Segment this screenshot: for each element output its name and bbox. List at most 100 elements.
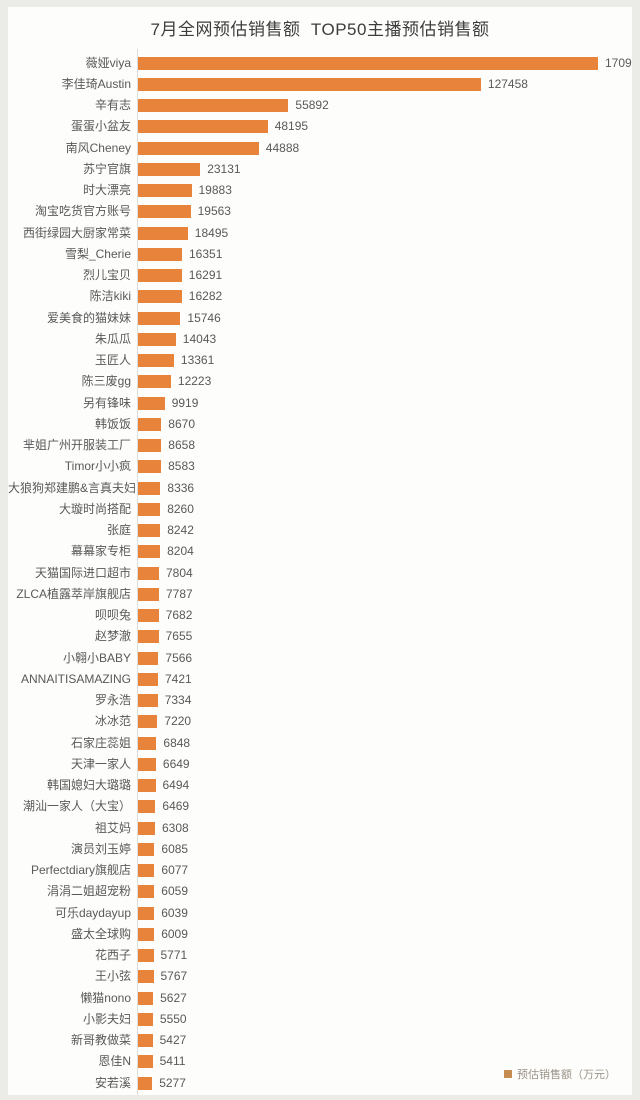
chart-card: 7月全网预估销售额 TOP50主播预估销售额 薇娅viya 170972 李佳琦Au… [8,7,632,1095]
sales-bar [138,1076,153,1090]
chart-row: 大狼狗郑建鹏&言真夫妇 8336 [8,478,632,499]
sales-bar [138,1055,153,1069]
streamer-label: 天津一家人 [70,756,131,771]
streamer-label: 小翱小BABY [62,650,131,665]
chart-row: 陈三废gg 12223 [8,371,632,392]
streamer-label: 演员刘玉婷 [70,841,131,856]
streamer-label: ZLCA植露萃岸旗舰店 [16,586,131,601]
sales-bar [138,566,159,580]
sales-value: 7566 [165,650,193,665]
sales-bar [138,906,155,920]
streamer-label: 王小弦 [94,969,131,984]
chart-row: 天猫国际进口超市 7804 [8,563,632,584]
sales-bar [138,609,159,623]
sales-value: 12223 [177,374,212,389]
streamer-label: 祖艾妈 [94,820,131,835]
streamer-label: 薇娅viya [85,55,131,70]
chart-row: Perfectdiary旗舰店 6077 [8,860,632,881]
chart-row: 淘宝吃货官方账号 19563 [8,201,632,222]
sales-bar [138,205,191,219]
sales-value: 8336 [167,480,195,495]
sales-value: 6039 [161,905,188,920]
sales-value: 6494 [162,778,190,793]
streamer-label: 张庭 [106,523,131,538]
sales-value: 127458 [487,76,528,91]
streamer-label: 辛有志 [94,98,131,113]
streamer-label: 赵梦澈 [94,629,131,644]
streamer-label: 新哥教做菜 [70,1033,131,1048]
sales-value: 6848 [163,735,191,750]
chart-legend: 预估销售额（万元） [504,1066,616,1082]
sales-value: 170972 [605,55,632,70]
category-axis-line [137,49,138,1095]
sales-bar [138,715,158,729]
streamer-label: 小影夫妇 [82,1011,131,1026]
sales-bar [138,524,161,538]
chart-row: 潮汕一家人（大宝） 6469 [8,796,632,817]
sales-bar [138,864,155,878]
streamer-label: 石家庄蕊姐 [70,735,131,750]
chart-title: 7月全网预估销售额 TOP50主播预估销售额 [150,20,490,39]
sales-bar [138,587,159,601]
streamer-label: 西街绿园大厨家常菜 [22,225,131,240]
chart-row: 陈洁kiki 16282 [8,286,632,307]
chart-row: ZLCA植露萃岸旗舰店 7787 [8,584,632,605]
streamer-label: Timor小小疯 [64,459,131,474]
sales-bar [138,949,154,963]
sales-bar [138,502,161,516]
sales-bar [138,332,176,346]
sales-bar [138,439,162,453]
streamer-label: 涓涓二姐超宠粉 [46,884,131,899]
streamer-label: 雪梨_Cherie [64,246,131,261]
sales-bar [138,800,156,814]
streamer-label: 另有锋味 [82,395,131,410]
sales-bar [138,56,598,70]
sales-bar [138,162,201,176]
sales-value: 23131 [207,161,241,176]
sales-value: 9919 [171,395,199,410]
streamer-label: 淘宝吃货官方账号 [34,204,131,219]
sales-bar [138,991,154,1005]
chart-row: 呗呗兔 7682 [8,605,632,626]
chart-row: 时大漂亮 19883 [8,180,632,201]
streamer-label: 李佳琦Austin [61,76,131,91]
sales-bar [138,247,182,261]
streamer-label: 潮汕一家人（大宝） [22,799,131,814]
bar-chart: 薇娅viya 170972 李佳琦Austin 127458 辛有志 55892 蛋蛋小盆友… [8,47,632,1095]
chart-row: 天津一家人 6649 [8,754,632,775]
sales-value: 7655 [165,629,193,644]
sales-bar [138,757,156,771]
streamer-label: 陈三废gg [81,374,131,389]
sales-value: 16282 [188,289,223,304]
streamer-label: 芈姐广州开服装工厂 [22,438,131,453]
streamer-label: 陈洁kiki [89,289,131,304]
chart-row: 爱美食的猫妹妹 15746 [8,308,632,329]
sales-value: 8242 [167,523,194,538]
sales-value: 5411 [159,1054,186,1069]
sales-value: 14043 [182,331,217,346]
sales-bar [138,842,155,856]
sales-bar [138,1034,153,1048]
sales-value: 5767 [160,969,188,984]
chart-row: 李佳琦Austin 127458 [8,74,632,95]
chart-row: 烈儿宝贝 16291 [8,265,632,286]
chart-row: 新哥教做菜 5427 [8,1030,632,1051]
sales-bar [138,269,182,283]
chart-row: 演员刘玉婷 6085 [8,839,632,860]
streamer-label: 玉匠人 [94,353,131,368]
chart-row: 蛋蛋小盆友 48195 [8,116,632,137]
sales-bar [138,694,158,708]
chart-row: 幕幕家专柜 8204 [8,541,632,562]
chart-row: 韩国媳妇大璐璐 6494 [8,775,632,796]
sales-bar [138,311,181,325]
chart-row: 祖艾妈 6308 [8,818,632,839]
sales-value: 16351 [189,246,223,261]
streamer-label: 呗呗兔 [94,608,131,623]
sales-value: 8583 [168,459,195,474]
chart-row: 薇娅viya 170972 [8,53,632,74]
streamer-label: 天猫国际进口超市 [34,565,131,580]
chart-row: 可乐daydayup 6039 [8,903,632,924]
chart-row: 另有锋味 9919 [8,393,632,414]
chart-row: 玉匠人 13361 [8,350,632,371]
chart-row-partial [8,1094,632,1095]
